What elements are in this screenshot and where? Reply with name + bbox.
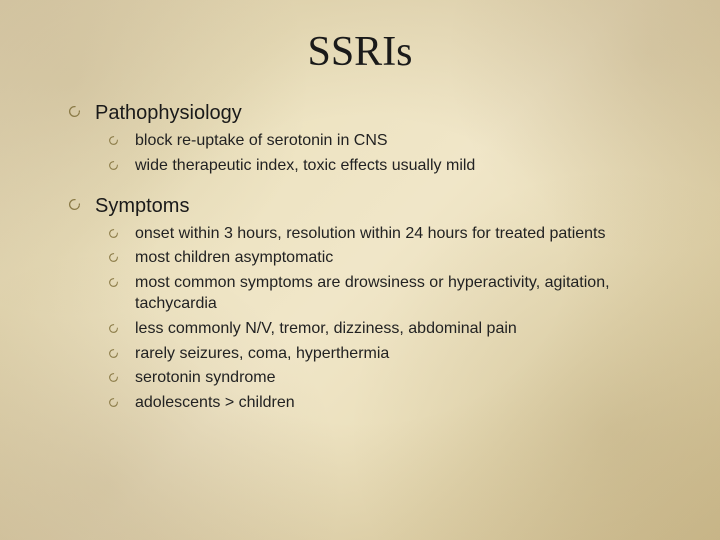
bullet-icon	[108, 252, 119, 263]
bullet-icon	[108, 228, 119, 239]
bullet-icon	[108, 323, 119, 334]
bullet-icon	[108, 277, 119, 288]
list-item-text: block re-uptake of serotonin in CNS	[135, 131, 670, 152]
bullet-icon	[108, 397, 119, 408]
list-item: serotonin syndrome	[108, 368, 670, 389]
bullet-icon	[108, 135, 119, 146]
list-item: most common symptoms are drowsiness or h…	[108, 273, 670, 315]
list-item: wide therapeutic index, toxic effects us…	[108, 156, 670, 177]
sub-list: block re-uptake of serotonin in CNS wide…	[108, 131, 670, 177]
list-item-text: wide therapeutic index, toxic effects us…	[135, 156, 670, 177]
bullet-icon	[108, 372, 119, 383]
section-heading: Pathophysiology	[95, 102, 242, 125]
bullet-icon	[108, 160, 119, 171]
list-item: onset within 3 hours, resolution within …	[108, 224, 670, 245]
slide-title: SSRIs	[50, 28, 670, 76]
list-item-text: rarely seizures, coma, hyperthermia	[135, 344, 670, 365]
list-item-text: most children asymptomatic	[135, 248, 670, 269]
list-item-text: serotonin syndrome	[135, 368, 670, 389]
list-item-text: adolescents > children	[135, 393, 670, 414]
list-item-text: less commonly N/V, tremor, dizziness, ab…	[135, 319, 670, 340]
list-item: most children asymptomatic	[108, 248, 670, 269]
list-item-text: most common symptoms are drowsiness or h…	[135, 273, 670, 315]
list-item-text: onset within 3 hours, resolution within …	[135, 224, 670, 245]
bullet-icon	[108, 348, 119, 359]
section-heading: Symptoms	[95, 195, 189, 218]
sub-list: onset within 3 hours, resolution within …	[108, 224, 670, 414]
list-item: less commonly N/V, tremor, dizziness, ab…	[108, 319, 670, 340]
list-item: adolescents > children	[108, 393, 670, 414]
section-heading-row: Pathophysiology	[68, 102, 670, 125]
section-heading-row: Symptoms	[68, 195, 670, 218]
slide: SSRIs Pathophysiology block re-uptake of…	[0, 0, 720, 540]
list-item: block re-uptake of serotonin in CNS	[108, 131, 670, 152]
bullet-icon	[68, 105, 81, 118]
bullet-icon	[68, 198, 81, 211]
list-item: rarely seizures, coma, hyperthermia	[108, 344, 670, 365]
